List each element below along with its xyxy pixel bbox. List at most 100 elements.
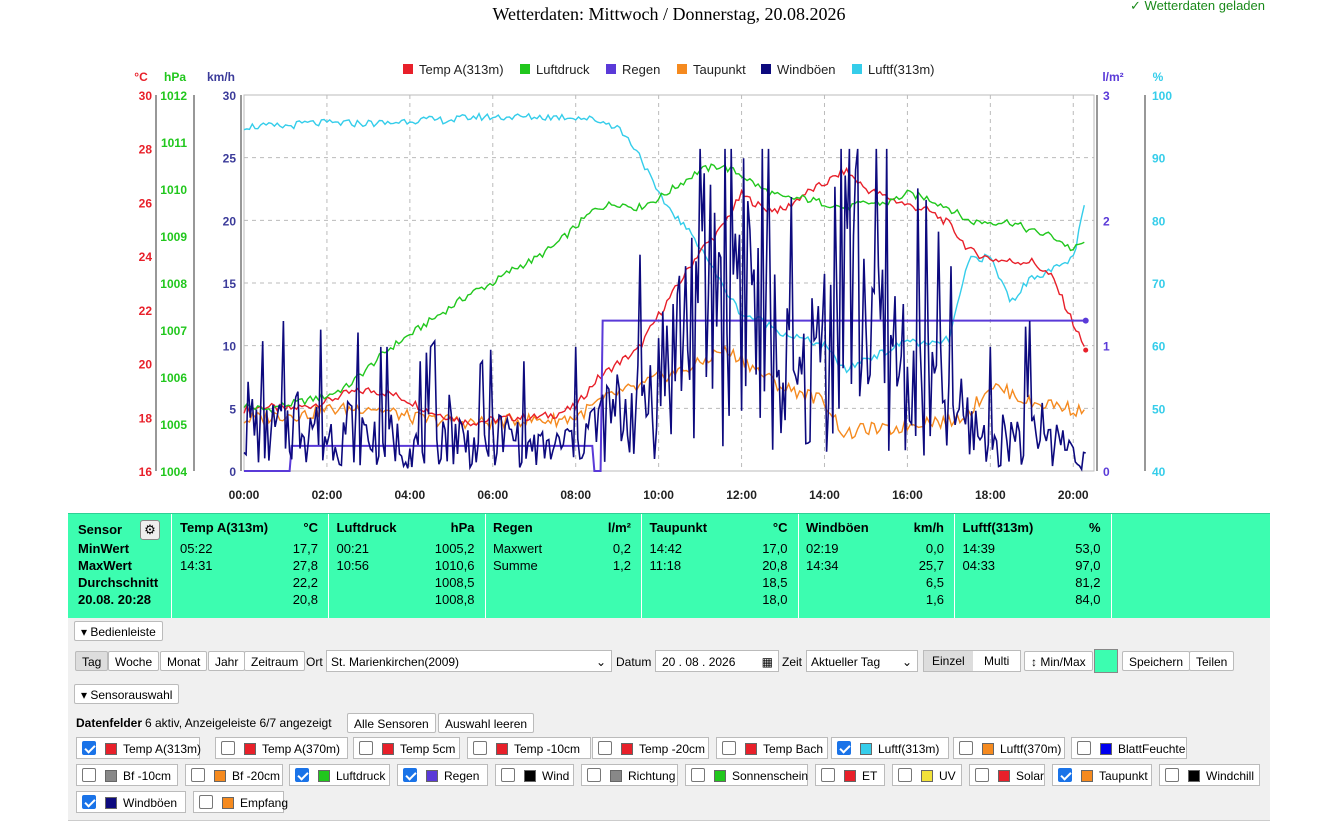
humidity-unit-label: % (1153, 70, 1164, 84)
tab-monat[interactable]: Monat (160, 651, 208, 671)
checkbox[interactable] (221, 741, 235, 755)
checkbox[interactable] (199, 795, 213, 809)
calendar-icon[interactable]: ▦ (761, 655, 773, 669)
sensor-checkbox-uv[interactable]: UV (892, 764, 962, 786)
checkbox[interactable] (722, 741, 736, 755)
sensor-checkbox-richtung[interactable]: Richtung (581, 764, 678, 786)
tab-jahr[interactable]: Jahr (208, 651, 246, 671)
tab-woche[interactable]: Woche (108, 651, 160, 671)
stats-cell-value: 1010,6 (434, 558, 475, 573)
sensor-checkbox-wind[interactable]: Wind (495, 764, 574, 786)
rain-unit-label: l/m² (1102, 70, 1123, 84)
color-swatch (222, 797, 234, 809)
checkbox[interactable] (1077, 741, 1091, 755)
stats-cell-value: 20,8 (292, 592, 318, 607)
tab-zeitraum[interactable]: Zeitraum (244, 651, 306, 671)
checkbox[interactable] (295, 768, 309, 782)
sensor-checkbox-taupunkt[interactable]: Taupunkt (1052, 764, 1152, 786)
sensor-checkbox-temp-a-313m-[interactable]: Temp A(313m) (76, 737, 201, 759)
checkbox[interactable] (82, 741, 96, 755)
ort-select[interactable]: St. Marienkirchen(2009) ⌄ (326, 650, 612, 672)
checkbox[interactable] (191, 768, 205, 782)
checkbox[interactable] (691, 768, 705, 782)
checkbox[interactable] (473, 741, 487, 755)
checkbox[interactable] (1058, 768, 1072, 782)
einzel-button[interactable]: Einzel (924, 651, 973, 671)
temp-tick-label: 26 (139, 196, 153, 210)
checkbox[interactable] (598, 741, 612, 755)
checkbox[interactable] (975, 768, 989, 782)
save-button[interactable]: Speichern (1122, 651, 1191, 671)
stats-cell-label: 10:56 (336, 558, 370, 573)
checkbox[interactable] (821, 768, 835, 782)
row-label-avg: Durchschnitt (78, 575, 159, 590)
color-swatch (621, 743, 633, 755)
sensor-checkbox-temp-20cm[interactable]: Temp -20cm (592, 737, 709, 759)
sensor-checkbox-empfang[interactable]: Empfang (193, 791, 288, 813)
temp-tick-label: 16 (139, 465, 153, 479)
sensor-checkbox-solar[interactable]: Solar (969, 764, 1045, 786)
chevron-down-icon: ▾ (81, 688, 88, 702)
stats-panel: Sensor ⚙ MinWert MaxWert Durchschnitt 20… (68, 513, 1270, 619)
color-swatch (610, 770, 622, 782)
checkbox[interactable] (837, 741, 851, 755)
temp-tick-label: 20 (139, 358, 153, 372)
pressure-tick-label: 1005 (160, 418, 187, 432)
sensor-checkbox-luftf-370m-[interactable]: Luftf(370m) (953, 737, 1065, 759)
sensor-checkbox-blattfeuchte[interactable]: BlattFeuchte (1071, 737, 1187, 759)
sensor-label: Luftf(370m) (1000, 742, 1062, 756)
series-line-temp-a-313m- (243, 166, 1085, 427)
sensor-checkbox-regen[interactable]: Regen (397, 764, 488, 786)
sensor-checkbox-temp-10cm[interactable]: Temp -10cm (467, 737, 591, 759)
checkbox[interactable] (82, 795, 96, 809)
checkbox[interactable] (898, 768, 912, 782)
series-line-windb-en (243, 148, 1086, 472)
bedienleiste-toggle[interactable]: ▾ Bedienleiste (74, 621, 163, 641)
checkbox[interactable] (1165, 768, 1179, 782)
color-picker[interactable] (1094, 649, 1118, 673)
multi-button[interactable]: Multi (984, 654, 1010, 668)
zeit-select[interactable]: Aktueller Tag ⌄ (806, 650, 918, 672)
sensor-checkbox-et[interactable]: ET (815, 764, 885, 786)
sensor-checkbox-temp-bach[interactable]: Temp Bach (716, 737, 828, 759)
sensor-checkbox-bf-20cm[interactable]: Bf -20cm (185, 764, 283, 786)
sensor-checkbox-temp-a-370m-[interactable]: Temp A(370m) (215, 737, 348, 759)
checkbox[interactable] (82, 768, 96, 782)
datum-input[interactable]: 20 . 08 . 2026 ▦ (655, 650, 779, 672)
pressure-tick-label: 1012 (160, 89, 187, 103)
sensor-checkbox-sonnenschein[interactable]: Sonnenschein (685, 764, 808, 786)
checkbox[interactable] (959, 741, 973, 755)
sensor-label: UV (939, 769, 956, 783)
x-tick-label: 14:00 (809, 488, 840, 502)
control-panel: ▾ Bedienleiste Tag Woche Monat Jahr Zeit… (68, 618, 1270, 821)
checkbox[interactable] (501, 768, 515, 782)
stats-col-title: Luftdruck (336, 520, 397, 535)
temp-tick-label: 30 (139, 89, 153, 103)
pressure-tick-label: 1008 (160, 277, 187, 291)
checkbox[interactable] (587, 768, 601, 782)
bedienleiste-label: Bedienleiste (90, 625, 156, 639)
row-label-current: 20.08. 20:28 (78, 592, 152, 607)
sensor-checkbox-luftf-313m-[interactable]: Luftf(313m) (831, 737, 949, 759)
sensor-checkbox-temp-5cm[interactable]: Temp 5cm (353, 737, 460, 759)
sensor-checkbox-luftdruck[interactable]: Luftdruck (289, 764, 390, 786)
chevron-down-icon: ▾ (81, 625, 88, 639)
share-button[interactable]: Teilen (1189, 651, 1235, 671)
sensor-checkbox-windchill[interactable]: Windchill (1159, 764, 1260, 786)
sensor-label: Sonnenschein (732, 769, 809, 783)
clear-selection-button[interactable]: Auswahl leeren (438, 713, 535, 733)
gear-icon[interactable]: ⚙ (140, 520, 160, 540)
stats-cell-value: 20,8 (762, 558, 788, 573)
datenfelder-label: Datenfelder (76, 716, 143, 730)
minmax-button[interactable]: ↕ Min/Max (1024, 651, 1093, 671)
checkbox[interactable] (359, 741, 373, 755)
all-sensors-button[interactable]: Alle Sensoren (347, 713, 436, 733)
legend-swatch (852, 64, 862, 74)
temp-unit-label: °C (134, 70, 148, 84)
chevron-down-icon: ⌄ (595, 655, 606, 669)
sensor-checkbox-windb-en[interactable]: Windböen (76, 791, 186, 813)
sensorauswahl-toggle[interactable]: ▾ Sensorauswahl (74, 684, 180, 704)
tab-tag[interactable]: Tag (75, 651, 109, 671)
sensor-checkbox-bf-10cm[interactable]: Bf -10cm (76, 764, 178, 786)
checkbox[interactable] (403, 768, 417, 782)
